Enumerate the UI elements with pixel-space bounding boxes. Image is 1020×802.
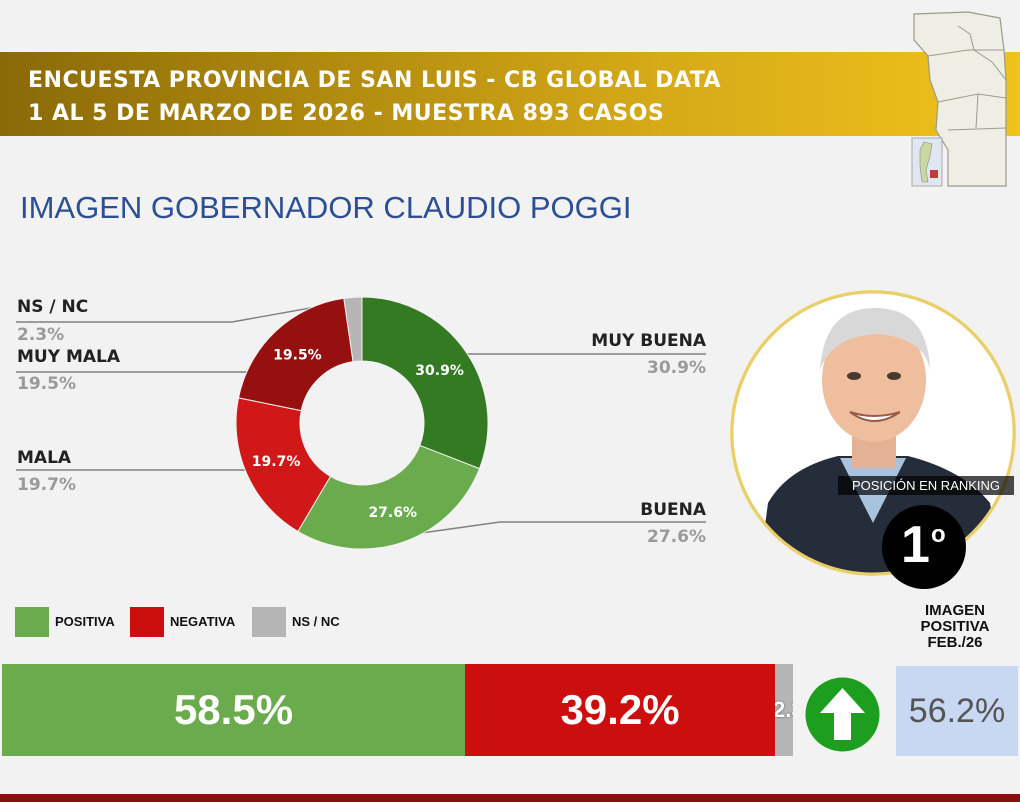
ranking-badge: 1 o	[882, 505, 966, 589]
legend-label-nsnc: NS / NC	[292, 614, 340, 629]
label-buena-name: BUENA	[640, 500, 706, 520]
ranking-suffix: o	[931, 521, 946, 548]
donut-data-label: 19.7%	[252, 454, 301, 470]
ranking-position: 1	[901, 516, 930, 574]
label-muymala-value: 19.5%	[17, 374, 76, 394]
label-buena-value: 27.6%	[647, 527, 706, 547]
label-mala-value: 19.7%	[17, 475, 76, 495]
ranking-label-bg: POSICIÓN EN RANKING	[838, 476, 1014, 495]
legend-swatch-positiva	[15, 607, 49, 637]
label-muymala-name: MUY MALA	[17, 347, 121, 367]
donut-data-label: 30.9%	[415, 363, 464, 379]
legend-swatch-nsnc	[252, 607, 286, 637]
header-line-1: ENCUESTA PROVINCIA DE SAN LUIS - CB GLOB…	[28, 68, 722, 93]
donut-data-label: 27.6%	[368, 505, 417, 521]
label-mala-name: MALA	[17, 448, 72, 468]
label-nsnc-name: NS / NC	[17, 297, 89, 317]
leader-line-buena	[399, 521, 706, 537]
arrow-up-icon	[805, 677, 880, 752]
legend-label-positiva: POSITIVA	[55, 614, 115, 629]
donut-slice-muy-mala	[237, 297, 354, 412]
donut-slice-muy-buena	[361, 296, 489, 470]
stacked-bar: 58.5% 39.2% 2.3%	[2, 664, 793, 756]
donut-slice-buena	[297, 444, 481, 550]
label-muybuena-name: MUY BUENA	[591, 331, 706, 351]
ranking-label: POSICIÓN EN RANKING	[851, 478, 1001, 493]
bar-segment-label: 39.2%	[560, 686, 680, 733]
donut-slice-ns-nc	[343, 296, 363, 363]
bar-segment-negativa: 39.2%	[465, 664, 775, 756]
header-line-2: 1 AL 5 DE MARZO DE 2026 - MUESTRA 893 CA…	[28, 101, 665, 126]
san-luis-map-icon	[911, 11, 1007, 187]
previous-positive-title: IMAGEN POSITIVA FEB./26	[920, 602, 990, 651]
bar-segment-positiva: 58.5%	[2, 664, 465, 756]
legend-label-negativa: NEGATIVA	[170, 614, 236, 629]
previous-positive-box: 56.2%	[896, 666, 1018, 756]
bar-segment-label: 58.5%	[173, 686, 294, 733]
label-muybuena-value: 30.9%	[647, 358, 706, 378]
bar-segment-label: 2.3%	[775, 697, 793, 722]
previous-positive-value: 56.2%	[908, 692, 1006, 730]
header-banner: ENCUESTA PROVINCIA DE SAN LUIS - CB GLOB…	[0, 52, 1020, 136]
legend-swatch-negativa	[130, 607, 164, 637]
donut-slice-mala	[235, 397, 332, 533]
donut-data-label: 19.5%	[273, 348, 322, 364]
page-title: IMAGEN GOBERNADOR CLAUDIO POGGI	[20, 190, 632, 225]
governor-portrait	[730, 290, 1016, 576]
label-nsnc-value: 2.3%	[17, 325, 65, 345]
bar-segment-ns-nc: 2.3%	[775, 664, 793, 756]
bottom-rule	[0, 794, 1020, 802]
